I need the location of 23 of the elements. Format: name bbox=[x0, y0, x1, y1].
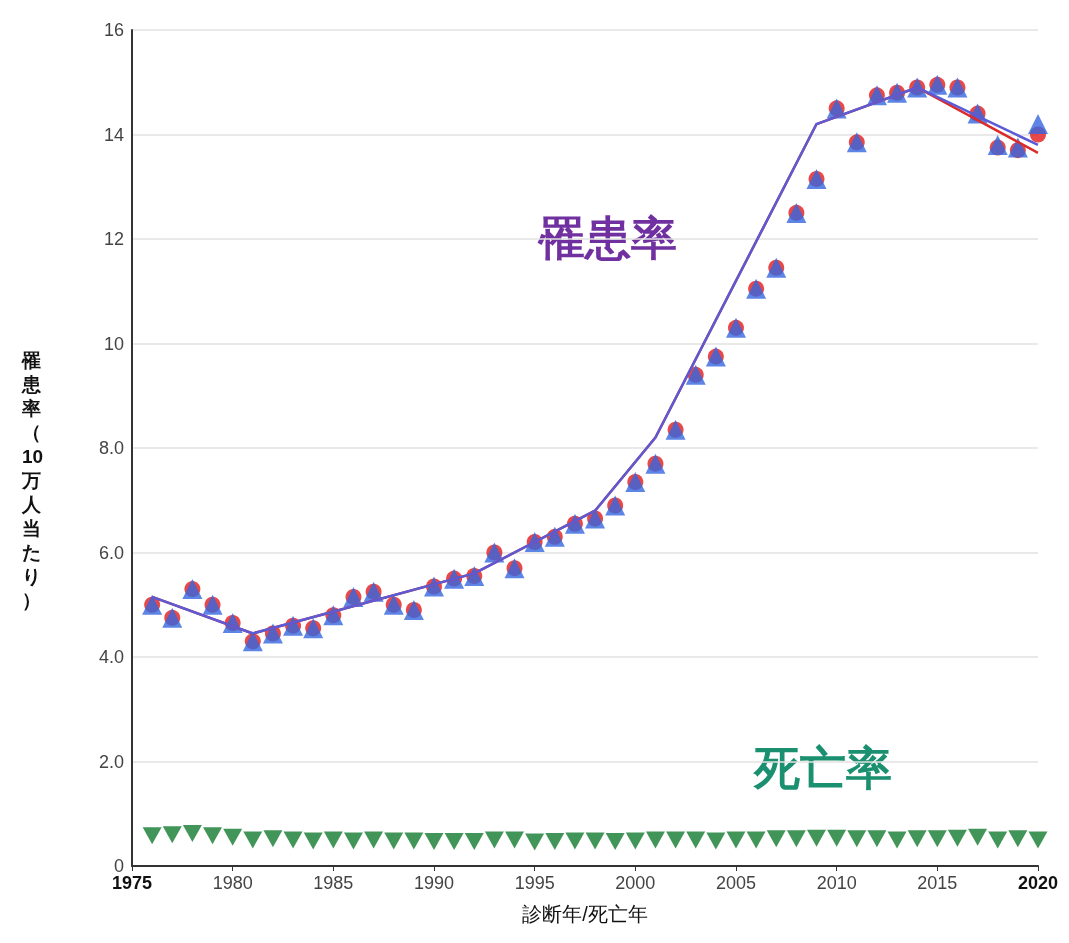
x-axis-title: 診断年/死亡年 bbox=[522, 903, 648, 925]
annotation: 罹患率 bbox=[537, 212, 677, 264]
y-tick-label: 2.0 bbox=[98, 751, 124, 772]
x-tick-label: 2020 bbox=[1017, 873, 1058, 893]
x-tick-label: 1995 bbox=[514, 873, 555, 893]
x-tick-label: 1990 bbox=[413, 873, 455, 893]
x-tick-label: 2015 bbox=[917, 873, 958, 893]
x-tick-label: 2005 bbox=[715, 873, 757, 893]
x-tick-label: 1980 bbox=[212, 873, 253, 893]
y-tick-label: 10 bbox=[103, 333, 124, 354]
y-tick-label: 4.0 bbox=[98, 647, 124, 667]
annotation: 死亡率 bbox=[753, 742, 892, 794]
y-tick-label: 0 bbox=[113, 856, 124, 876]
x-tick-label: 1975 bbox=[111, 873, 153, 893]
y-tick-label: 8.0 bbox=[98, 438, 124, 458]
x-tick-label: 2000 bbox=[615, 873, 656, 893]
x-tick-label: 1985 bbox=[313, 873, 354, 893]
x-tick-label: 2010 bbox=[816, 873, 857, 893]
y-tick-label: 14 bbox=[103, 124, 124, 145]
y-tick-label: 6.0 bbox=[98, 542, 124, 563]
text: 罹患率（10万人当たり） bbox=[22, 349, 44, 611]
y-tick-label: 16 bbox=[103, 20, 124, 40]
y-tick-label: 12 bbox=[103, 229, 124, 249]
